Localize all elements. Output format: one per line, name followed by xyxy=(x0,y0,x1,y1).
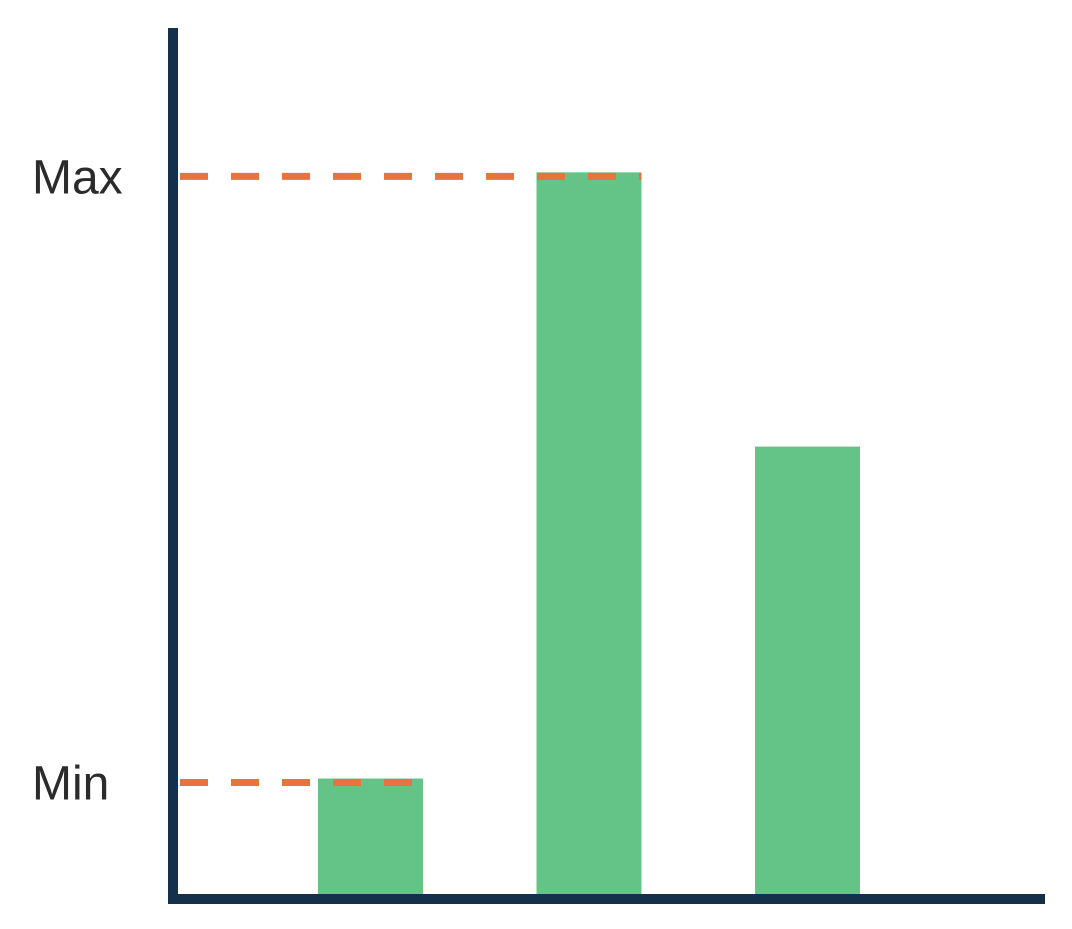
bar-3 xyxy=(755,446,860,894)
bar-2 xyxy=(536,172,642,895)
reference-label-max: Max xyxy=(32,151,123,204)
bar-1 xyxy=(318,778,423,894)
reference-label-min: Min xyxy=(32,758,109,811)
